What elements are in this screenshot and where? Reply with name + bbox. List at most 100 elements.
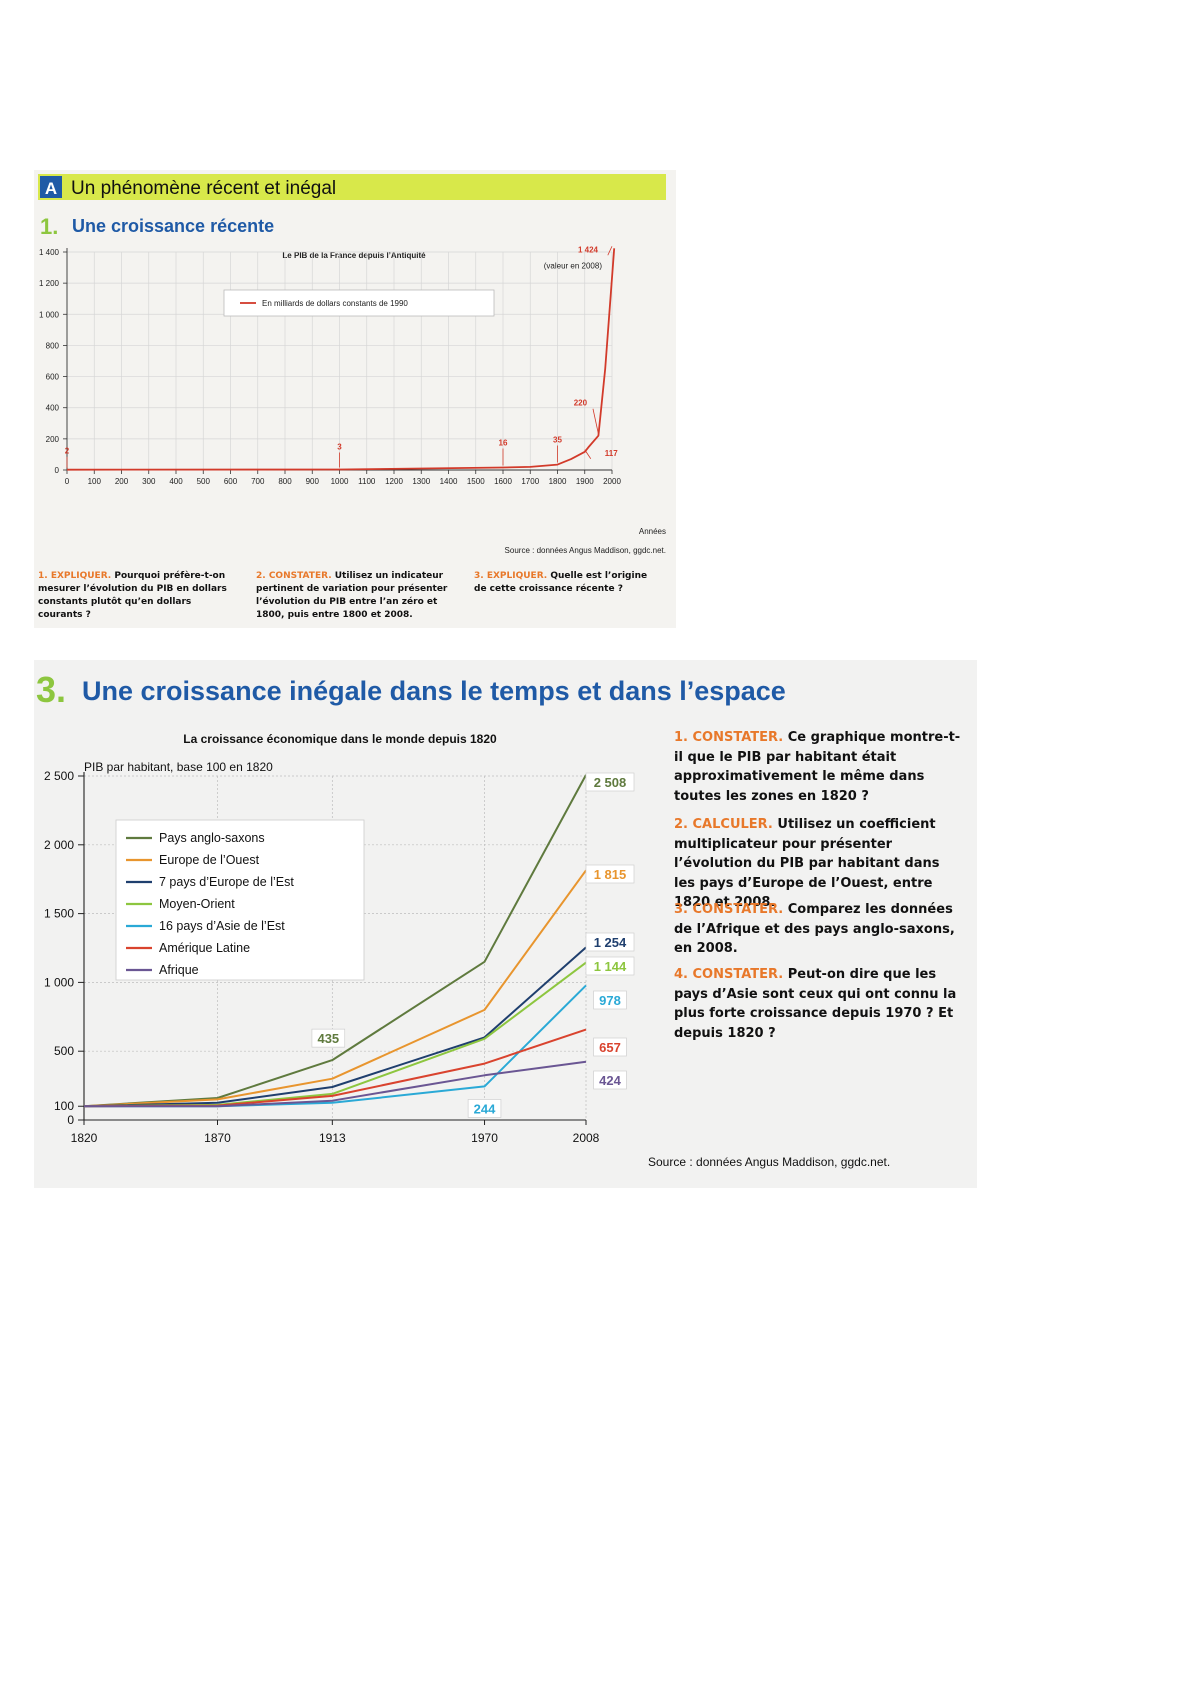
chart-b-data-label-box: [585, 932, 635, 952]
panel-a-header-band: [38, 174, 666, 200]
chart-b-x-tick-label: 2008: [573, 1131, 600, 1145]
panel-a-question-1: 1. EXPLIQUER. Pourquoi préfère-t-on mesu…: [38, 571, 227, 620]
chart-b-legend-label: Moyen-Orient: [159, 897, 235, 911]
chart-b-series: [83, 774, 587, 1108]
chart-b-series-line: [84, 1060, 587, 1108]
chart-a-x-tick-label: 400: [169, 477, 183, 486]
panel-b-section-title: Une croissance inégale dans le temps et …: [82, 676, 786, 706]
chart-b-data-label: 657: [599, 1040, 621, 1055]
chart-a-x-tick-label: 1300: [412, 477, 430, 486]
chart-a-y-axis: 0 200 400 600 800 1 000 1 200 1 400: [39, 248, 68, 475]
chart-a-annotation-label: 220: [574, 399, 588, 408]
chart-a-grid: [66, 251, 613, 471]
chart-b-svg: 3. Une croissance inégale dans le temps …: [36, 669, 890, 1169]
chart-b-x-axis: 1820 1870 1913 1970 2008: [71, 1119, 600, 1145]
chart-b-data-label-box: [593, 990, 627, 1010]
chart-b-annotations: 435 244 2 508 1 815 1 254 1 144 978 657 424: [311, 772, 635, 1118]
panel-b-question-3: 3. CONSTATER. Comparez les données de l’…: [674, 902, 955, 956]
chart-b-x-tick-label: 1913: [319, 1131, 346, 1145]
chart-b-legend-box: [115, 819, 365, 981]
panel-b: 3. Une croissance inégale dans le temps …: [34, 660, 977, 1188]
chart-a-series-line: [66, 248, 616, 471]
chart-b-source: Source : données Angus Maddison, ggdc.ne…: [648, 1155, 890, 1169]
chart-a-title: Le PIB de la France depuis l’Antiquité: [282, 251, 426, 260]
chart-a-y-tick-label: 1 000: [39, 310, 60, 319]
chart-a-x-tick-label: 100: [88, 477, 102, 486]
chart-a-legend-box: [223, 289, 495, 317]
panel-a-section-title: Une croissance récente: [72, 216, 274, 236]
chart-a-x-tick-label: 1600: [494, 477, 512, 486]
chart-a-x-tick-label: 1800: [549, 477, 567, 486]
chart-a-x-tick-label: 1900: [576, 477, 594, 486]
chart-b-legend-label: Pays anglo-saxons: [159, 831, 265, 845]
chart-a-y-tick-label: 400: [46, 404, 60, 413]
chart-b-data-label-box: [593, 1037, 627, 1057]
chart-b-data-label: 1 144: [594, 959, 627, 974]
chart-a-x-tick-label: 1000: [331, 477, 349, 486]
panel-b-question-2: 2. CALCULER. Utilisez un coefficient mul…: [674, 817, 940, 910]
chart-b-data-label-box: [585, 956, 635, 976]
chart-b-y-tick-label: 1 500: [44, 907, 74, 921]
chart-a-annotations: 2 3 16 35 117 220 1 424 (valeur en 2008): [65, 245, 618, 468]
panel-a-badge: [40, 176, 62, 198]
panel-a-question-3: 3. EXPLIQUER. Quelle est l’origine de ce…: [474, 571, 648, 594]
chart-b-data-label: 1 815: [594, 867, 627, 882]
chart-b-data-label-box: [311, 1028, 346, 1048]
chart-a-x-tick-label: 900: [306, 477, 320, 486]
chart-b-data-label-box: [585, 772, 635, 792]
chart-b-y-label: PIB par habitant, base 100 en 1820: [84, 760, 273, 774]
chart-b-data-label-box: [585, 864, 635, 884]
chart-a-annotation-label: 117: [605, 449, 618, 458]
chart-a-annotation-label: 1 424: [578, 245, 599, 254]
chart-a-x-tick-label: 500: [197, 477, 211, 486]
chart-a-x-tick-label: 300: [142, 477, 156, 486]
chart-b-x-tick-label: 1820: [71, 1131, 98, 1145]
chart-a-x-tick-label: 200: [115, 477, 129, 486]
chart-a-x-axis: 0 100 200 300 400 500 600 700 800 900 1000 1100 1200…: [65, 469, 621, 486]
chart-b-legend-label: Amérique Latine: [159, 941, 250, 955]
chart-b-y-tick-label: 100: [54, 1099, 74, 1113]
chart-b-title: La croissance économique dans le monde d…: [183, 732, 497, 746]
chart-a-y-tick-label: 1 200: [39, 279, 60, 288]
chart-a-x-tick-label: 1100: [358, 477, 376, 486]
chart-b-legend: Pays anglo-saxons Europe de l’Ouest 7 pays…: [126, 831, 294, 977]
chart-b-data-label: 978: [599, 993, 621, 1008]
chart-a-y-tick-label: 800: [46, 341, 60, 350]
chart-a-annotation-arrow: [592, 408, 599, 434]
chart-b-y-tick-label: 0: [67, 1113, 74, 1127]
chart-a-svg: A Un phénomène récent et inégal 1. Une c…: [38, 174, 666, 555]
chart-b-y-tick-label: 2 000: [44, 838, 74, 852]
chart-a-x-tick-label: 0: [65, 477, 70, 486]
chart-a-annotation-label: 3: [337, 443, 342, 452]
panel-b-question-1: 1. CONSTATER. Ce graphique montre-t-il q…: [674, 730, 961, 804]
chart-a-x-tick-label: 2000: [603, 477, 621, 486]
panel-a-question-2: 2. CONSTATER. Utilisez un indicateur per…: [256, 571, 448, 620]
chart-a-x-label: Années: [639, 527, 666, 536]
chart-b-y-tick-label: 500: [54, 1044, 74, 1058]
chart-b-series-line: [83, 946, 587, 1108]
panel-a-section-number: 1.: [40, 214, 58, 239]
chart-a-y-tick-label: 600: [46, 373, 60, 382]
panel-b-question-4: 4. CONSTATER. Peut-on dire que les pays …: [674, 967, 957, 1041]
chart-b-y-tick-label: 1 000: [44, 975, 74, 989]
chart-b-legend-label: Europe de l’Ouest: [159, 853, 260, 867]
chart-a-source: Source : données Angus Maddison, ggdc.ne…: [505, 546, 666, 555]
chart-b-data-label-box: [593, 1070, 627, 1090]
chart-a-x-tick-label: 1400: [440, 477, 458, 486]
chart-a-y-tick-label: 200: [46, 435, 60, 444]
chart-a-legend-label: En milliards de dollars constants de 199…: [262, 299, 408, 308]
chart-b-legend-label: 7 pays d’Europe de l’Est: [159, 875, 294, 889]
chart-b-series-line: [83, 869, 587, 1108]
chart-a-x-tick-label: 1700: [521, 477, 539, 486]
chart-a-x-tick-label: 1200: [385, 477, 403, 486]
chart-a-y-tick-label: 0: [55, 466, 60, 475]
chart-b-data-label-box: [467, 1099, 502, 1118]
chart-a-annotation-label: 2: [65, 447, 70, 456]
chart-b-legend-label: Afrique: [159, 963, 199, 977]
chart-b-data-label: 1 254: [594, 935, 627, 950]
chart-a-annotation-arrow: [607, 246, 613, 256]
chart-b-data-label: 2 508: [594, 775, 627, 790]
chart-b-y-tick-label: 2 500: [44, 769, 74, 783]
panel-a-title: Un phénomène récent et inégal: [71, 178, 336, 199]
chart-a-x-tick-label: 700: [251, 477, 265, 486]
